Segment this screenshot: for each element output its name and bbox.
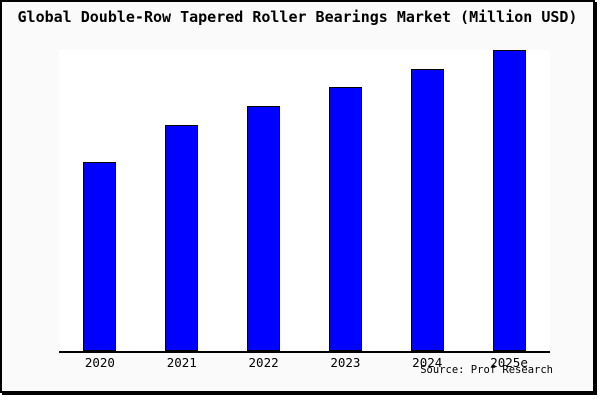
bar-2021 — [165, 124, 199, 351]
bar-2023 — [328, 87, 362, 351]
x-axis: 2020 2021 2022 2023 2024 2025e — [59, 356, 550, 370]
x-tick-label-2023: 2023 — [330, 355, 361, 370]
x-tick-label-2025e: 2025e — [490, 355, 528, 370]
bar-2024 — [410, 69, 444, 351]
bar-2020 — [83, 161, 117, 351]
x-tick-label-2022: 2022 — [248, 355, 279, 370]
source-note: Source: Prof Research — [420, 364, 553, 376]
x-tick-label-2024: 2024 — [412, 355, 443, 370]
x-tick-label-2021: 2021 — [166, 355, 197, 370]
plot-area — [59, 50, 550, 353]
chart-figure: Global Double-Row Tapered Roller Bearing… — [0, 0, 595, 393]
bar-2025e — [492, 50, 526, 351]
bar-2022 — [247, 105, 281, 351]
bar-slot — [59, 50, 141, 351]
bar-slot — [468, 50, 550, 351]
chart-title: Global Double-Row Tapered Roller Bearing… — [17, 8, 578, 26]
bar-slot — [304, 50, 386, 351]
bar-slot — [223, 50, 305, 351]
x-tick-label-2020: 2020 — [84, 355, 115, 370]
bar-slot — [141, 50, 223, 351]
bar-slot — [386, 50, 468, 351]
